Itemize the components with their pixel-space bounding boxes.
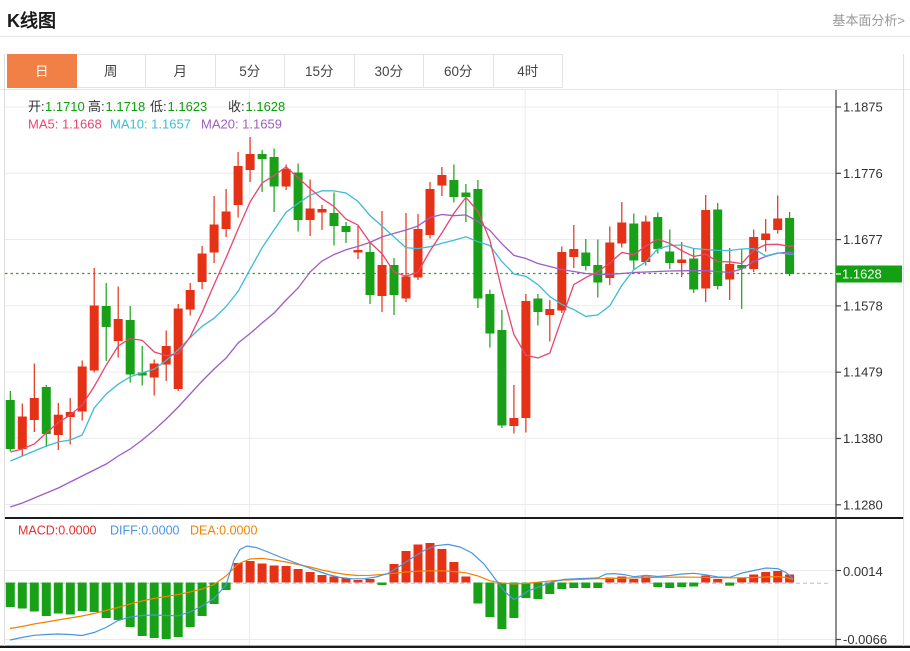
svg-text:1.1677: 1.1677 [843,232,883,247]
svg-text:-0.0066: -0.0066 [843,632,887,647]
svg-text:1.1875: 1.1875 [843,100,883,115]
svg-text:1.1479: 1.1479 [843,365,883,380]
svg-text:1.1628: 1.1628 [842,267,882,282]
svg-text:1.1776: 1.1776 [843,166,883,181]
svg-text:0.0014: 0.0014 [843,564,883,579]
svg-text:1.1380: 1.1380 [843,431,883,446]
svg-text:1.1578: 1.1578 [843,298,883,313]
svg-text:1.1280: 1.1280 [843,497,883,512]
